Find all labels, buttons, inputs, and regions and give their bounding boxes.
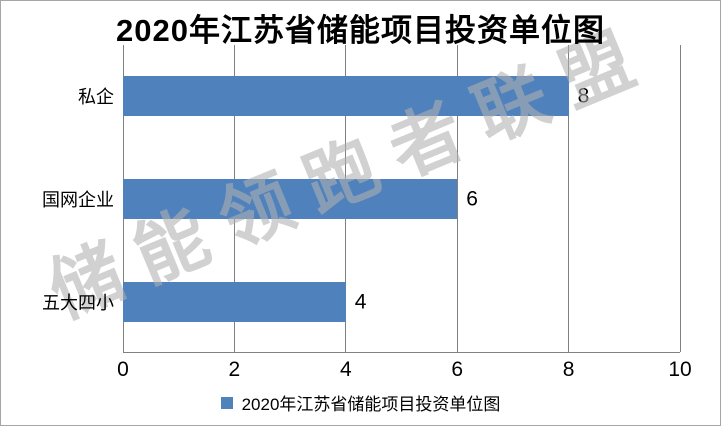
legend-label: 2020年江苏省储能项目投资单位图 <box>241 395 501 414</box>
gridline <box>568 45 570 352</box>
x-axis-tick-label: 10 <box>668 358 692 381</box>
legend: 2020年江苏省储能项目投资单位图 <box>1 390 720 415</box>
y-axis-category-label: 国网企业 <box>42 190 114 210</box>
bar <box>123 179 458 219</box>
x-axis-tick-label: 0 <box>117 358 129 381</box>
bar-value-label: 6 <box>466 187 478 211</box>
bar <box>123 281 346 322</box>
bar-value-label: 8 <box>577 84 590 108</box>
legend-swatch-icon <box>220 396 233 409</box>
x-axis-tick-label: 6 <box>451 358 464 381</box>
plot-area: 8 6 4 <box>122 45 681 353</box>
y-axis-category-label: 五大四小 <box>42 292 114 313</box>
bar-value-label: 4 <box>354 290 367 314</box>
gridline <box>679 45 681 352</box>
chart-title: 2020年江苏省储能项目投资单位图 <box>116 13 605 48</box>
x-axis-tick-label: 8 <box>562 358 575 381</box>
x-axis-tick-label: 4 <box>339 358 352 381</box>
gridline <box>456 45 458 352</box>
y-axis-category-label: 私企 <box>78 87 114 108</box>
x-axis-tick-label: 2 <box>228 358 241 381</box>
bar <box>123 76 569 117</box>
